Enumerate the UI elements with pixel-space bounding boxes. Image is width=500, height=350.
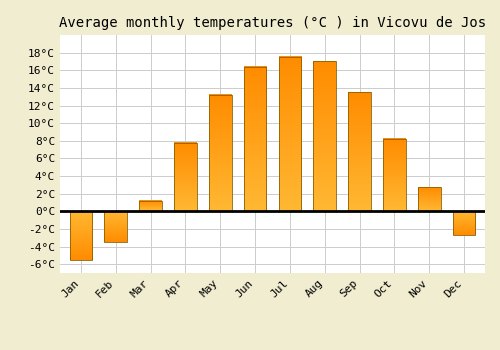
Bar	[383, 139, 406, 211]
Bar	[104, 211, 127, 242]
Bar	[244, 67, 266, 211]
Bar	[348, 92, 371, 211]
Bar	[418, 188, 440, 211]
Bar	[209, 95, 232, 211]
Bar	[70, 211, 92, 260]
Bar	[278, 57, 301, 211]
Bar	[140, 201, 162, 211]
Title: Average monthly temperatures (°C ) in Vicovu de Jos: Average monthly temperatures (°C ) in Vi…	[59, 16, 486, 30]
Bar	[314, 62, 336, 211]
Bar	[453, 211, 475, 235]
Bar	[174, 142, 197, 211]
